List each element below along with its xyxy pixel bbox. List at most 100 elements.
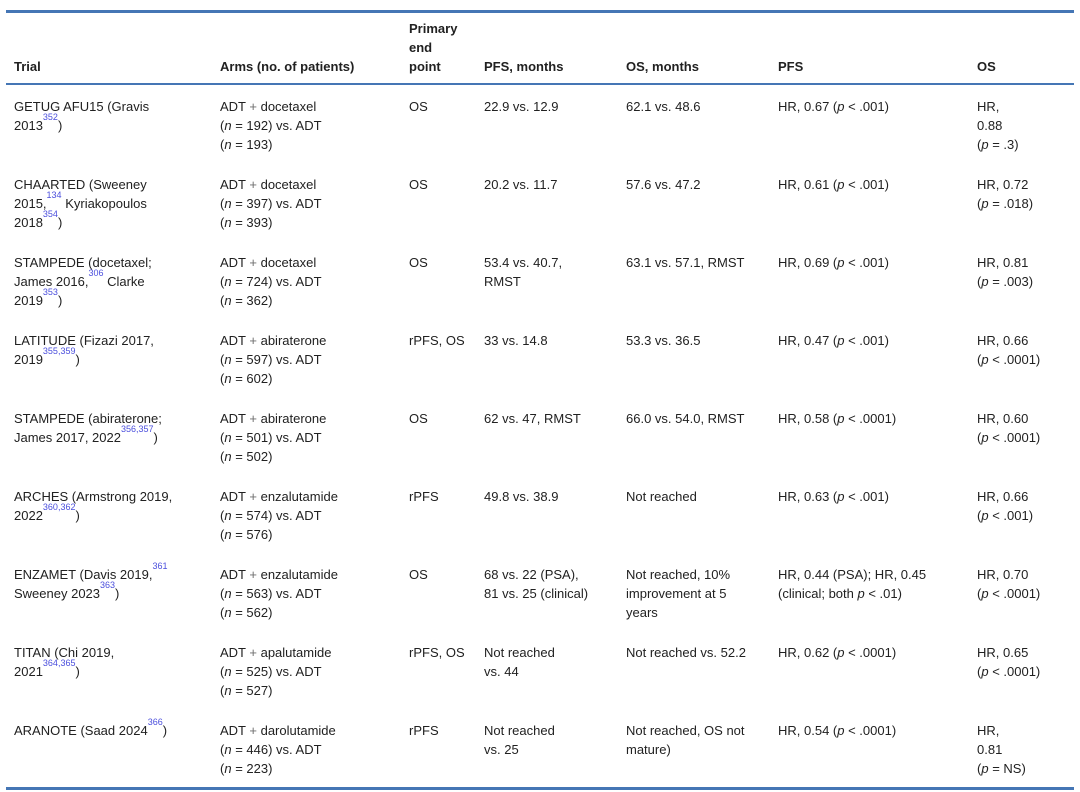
- cell-pfs-hazard-ratio: HR, 0.67 (p < .001): [778, 99, 889, 114]
- reference-link[interactable]: 360,362: [42, 502, 76, 513]
- cell-pfs-months: 20.2 vs. 11.7: [484, 177, 558, 192]
- cell-os-months: 66.0 vs. 54.0, RMST: [626, 411, 745, 426]
- cell-arms: ADT + docetaxel (n = 724) vs. ADT (n = 362…: [220, 255, 322, 308]
- italic-var: n: [224, 293, 232, 308]
- italic-var: p: [981, 430, 989, 445]
- table-row: ENZAMET (Davis 2019,361 Sweeney 2023363) …: [6, 553, 1074, 631]
- italic-var: p: [837, 489, 845, 504]
- italic-var: n: [224, 196, 232, 211]
- italic-var: p: [837, 99, 845, 114]
- cell-pfs-hazard-ratio: HR, 0.69 (p < .001): [778, 255, 889, 270]
- cell-os-months: Not reached: [626, 489, 697, 504]
- cell-os-months: Not reached, OS not mature): [626, 723, 745, 757]
- cell-pfs-hazard-ratio: HR, 0.58 (p < .0001): [778, 411, 897, 426]
- reference-link[interactable]: 134: [46, 190, 62, 201]
- cell-trial-name: CHAARTED (Sweeney 2015,134 Kyriakopoulos 2…: [14, 177, 147, 230]
- italic-var: p: [837, 645, 845, 660]
- reference-link[interactable]: 352: [42, 112, 58, 123]
- cell-arms: ADT + docetaxel (n = 192) vs. ADT (n = 193…: [220, 99, 322, 152]
- cell-pfs-months: 68 vs. 22 (PSA), 81 vs. 25 (clinical): [484, 567, 589, 601]
- cell-pfs-months: 22.9 vs. 12.9: [484, 99, 559, 114]
- table-body: GETUG AFU15 (Gravis 2013352) ADT + doceta…: [6, 84, 1074, 789]
- cell-os-hazard-ratio: HR, 0.88 (p = .3): [977, 99, 1019, 152]
- cell-os-hazard-ratio: HR, 0.81 (p = NS): [977, 723, 1026, 776]
- italic-var: p: [837, 177, 845, 192]
- cell-trial-name: ARANOTE (Saad 2024366): [14, 717, 168, 738]
- header-arms: Arms (no. of patients): [220, 11, 409, 85]
- cell-arms: ADT + darolutamide (n = 446) vs. ADT (n = …: [220, 723, 336, 776]
- header-primary-endpoint: Primary end point: [409, 11, 484, 85]
- italic-var: n: [224, 664, 232, 679]
- cell-pfs-hazard-ratio: HR, 0.44 (PSA); HR, 0.45 (clinical; both …: [778, 567, 927, 601]
- cell-os-months: Not reached, 10% improvement at 5 years: [626, 567, 731, 620]
- italic-var: n: [224, 215, 232, 230]
- cell-pfs-months: Not reached vs. 44: [484, 645, 555, 679]
- italic-var: n: [224, 449, 232, 464]
- cell-os-months: 63.1 vs. 57.1, RMST: [626, 255, 745, 270]
- cell-trial-name: ENZAMET (Davis 2019,361 Sweeney 2023363): [14, 561, 168, 601]
- cell-pfs-months: 62 vs. 47, RMST: [484, 411, 581, 426]
- cell-pfs-hazard-ratio: HR, 0.63 (p < .001): [778, 489, 889, 504]
- header-os-months: OS, months: [626, 11, 778, 85]
- cell-os-hazard-ratio: HR, 0.81 (p = .003): [977, 255, 1034, 289]
- italic-var: n: [224, 371, 232, 386]
- cell-pfs-months: Not reached vs. 25: [484, 723, 555, 757]
- table-row: GETUG AFU15 (Gravis 2013352) ADT + doceta…: [6, 84, 1074, 163]
- italic-var: n: [224, 137, 232, 152]
- header-pfs-months: PFS, months: [484, 11, 626, 85]
- reference-link[interactable]: 366: [147, 717, 163, 728]
- cell-arms: ADT + enzalutamide (n = 574) vs. ADT (n = …: [220, 489, 338, 542]
- italic-var: p: [981, 196, 989, 211]
- header-pfs: PFS: [778, 11, 977, 85]
- cell-trial-name: STAMPEDE (abiraterone; James 2017, 202235…: [14, 411, 162, 445]
- reference-link[interactable]: 353: [42, 287, 58, 298]
- table-row: ARANOTE (Saad 2024366) ADT + darolutamid…: [6, 709, 1074, 789]
- reference-link[interactable]: 354: [42, 209, 58, 220]
- cell-primary-endpoint: rPFS, OS: [409, 645, 465, 660]
- header-os: OS: [977, 11, 1074, 85]
- cell-pfs-hazard-ratio: HR, 0.62 (p < .0001): [778, 645, 897, 660]
- cell-primary-endpoint: OS: [409, 567, 428, 582]
- cell-pfs-months: 49.8 vs. 38.9: [484, 489, 559, 504]
- italic-var: n: [224, 274, 232, 289]
- reference-link[interactable]: 356,357: [120, 424, 154, 435]
- table-row: STAMPEDE (docetaxel; James 2016,306 Clark…: [6, 241, 1074, 319]
- italic-var: p: [981, 761, 989, 776]
- header-row: Trial Arms (no. of patients) Primary end…: [6, 11, 1074, 85]
- italic-var: n: [224, 508, 232, 523]
- cell-pfs-months: 33 vs. 14.8: [484, 333, 548, 348]
- cell-os-hazard-ratio: HR, 0.60 (p < .0001): [977, 411, 1041, 445]
- cell-os-hazard-ratio: HR, 0.65 (p < .0001): [977, 645, 1041, 679]
- cell-trial-name: LATITUDE (Fizazi 2017, 2019355,359): [14, 333, 154, 367]
- reference-link[interactable]: 363: [100, 580, 116, 591]
- cell-os-hazard-ratio: HR, 0.72 (p = .018): [977, 177, 1034, 211]
- cell-primary-endpoint: OS: [409, 255, 428, 270]
- cell-arms: ADT + docetaxel (n = 397) vs. ADT (n = 393…: [220, 177, 322, 230]
- reference-link[interactable]: 306: [88, 268, 104, 279]
- table-row: TITAN (Chi 2019, 2021364,365) ADT + apalu…: [6, 631, 1074, 709]
- table-row: CHAARTED (Sweeney 2015,134 Kyriakopoulos 2…: [6, 163, 1074, 241]
- italic-var: p: [837, 255, 845, 270]
- cell-os-hazard-ratio: HR, 0.70 (p < .0001): [977, 567, 1041, 601]
- italic-var: n: [224, 742, 232, 757]
- italic-var: p: [981, 352, 989, 367]
- italic-var: n: [224, 527, 232, 542]
- italic-var: n: [224, 761, 232, 776]
- italic-var: n: [224, 118, 232, 133]
- cell-primary-endpoint: OS: [409, 411, 428, 426]
- table-header: Trial Arms (no. of patients) Primary end…: [6, 11, 1074, 85]
- cell-pfs-hazard-ratio: HR, 0.54 (p < .0001): [778, 723, 897, 738]
- cell-os-hazard-ratio: HR, 0.66 (p < .0001): [977, 333, 1041, 367]
- header-trial: Trial: [6, 11, 220, 85]
- cell-pfs-hazard-ratio: HR, 0.61 (p < .001): [778, 177, 889, 192]
- cell-arms: ADT + abiraterone (n = 501) vs. ADT (n = 5…: [220, 411, 327, 464]
- italic-var: n: [224, 430, 232, 445]
- italic-var: p: [837, 333, 845, 348]
- table-row: ARCHES (Armstrong 2019, 2022360,362) ADT …: [6, 475, 1074, 553]
- reference-link[interactable]: 361: [152, 561, 168, 572]
- cell-primary-endpoint: rPFS: [409, 489, 439, 504]
- cell-os-months: 53.3 vs. 36.5: [626, 333, 701, 348]
- italic-var: n: [224, 352, 232, 367]
- reference-link[interactable]: 364,365: [42, 658, 76, 669]
- reference-link[interactable]: 355,359: [42, 346, 76, 357]
